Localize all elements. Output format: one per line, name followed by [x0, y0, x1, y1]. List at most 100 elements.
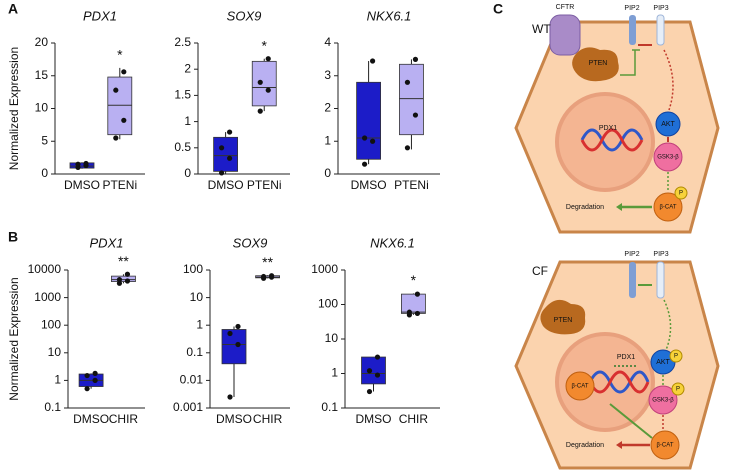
label: PIP3	[653, 251, 668, 258]
label: GSK3-β	[657, 155, 679, 161]
dna	[588, 370, 650, 394]
chart-title: NKX6.1	[370, 235, 415, 250]
x-tick-label: CHIR	[399, 412, 429, 426]
y-tick-label: 0.1	[186, 345, 203, 359]
y-tick-label: 2	[324, 101, 331, 115]
x-tick-label: DMSO	[73, 412, 109, 426]
x-tick-label: DMSO	[216, 412, 252, 426]
point	[124, 271, 131, 277]
pip2	[629, 262, 636, 298]
label: AKT	[656, 359, 670, 366]
y-tick-label: 4	[324, 35, 331, 49]
x-tick-label: CHIR	[109, 412, 139, 426]
nucleus	[555, 92, 655, 192]
dna	[580, 128, 644, 152]
y-tick-label: 0	[184, 166, 191, 180]
label: β-CAT	[659, 205, 676, 211]
chart-title: PDX1	[83, 8, 117, 23]
x-tick-label: PTENi	[247, 178, 282, 192]
point	[374, 372, 381, 378]
chart-title: PDX1	[90, 235, 124, 250]
annotation: **	[262, 254, 273, 270]
phospho	[674, 186, 688, 200]
box	[111, 275, 136, 282]
label: P	[679, 191, 683, 197]
y-tick-label: 3	[324, 68, 331, 82]
y-axis-label: Normalized Expression	[7, 47, 21, 170]
x-tick-label: PTENi	[394, 178, 429, 192]
box	[213, 136, 239, 172]
y-tick-label: 1.5	[174, 88, 191, 102]
x-tick-label: DMSO	[64, 178, 100, 192]
y-tick-label: 1	[184, 114, 191, 128]
point	[227, 394, 233, 400]
point	[113, 87, 119, 93]
dna	[588, 370, 650, 394]
x-tick-label: PTENi	[102, 178, 137, 192]
arrow	[663, 49, 674, 111]
label: AKT	[661, 121, 675, 128]
y-tick-label: 10000	[28, 262, 62, 276]
y-tick-label: 1000	[34, 290, 61, 304]
point	[406, 309, 412, 315]
y-tick-label: 1	[324, 133, 331, 147]
point	[113, 135, 119, 141]
label: GSK3-β	[652, 398, 674, 404]
wt-diagram: WT CFTR PIP2 PIP3 PTEN AKT GSK3-β β-CAT …	[514, 4, 720, 234]
point	[366, 388, 373, 395]
box	[361, 356, 386, 385]
annotation: *	[262, 37, 268, 53]
y-tick-label: 2	[184, 61, 191, 75]
panel-label: C	[493, 1, 503, 17]
label: β-CAT	[571, 384, 588, 390]
y-tick-label: 100	[318, 297, 338, 311]
y-tick-label: 0.1	[44, 400, 61, 414]
point	[84, 386, 90, 392]
arrow	[609, 403, 653, 439]
point	[362, 161, 368, 167]
y-tick-label: 0.5	[174, 140, 191, 154]
point	[412, 56, 419, 62]
point	[261, 273, 267, 280]
point	[265, 87, 271, 93]
y-tick-label: 10	[325, 331, 339, 345]
y-tick-label: 1000	[311, 262, 338, 276]
label: Degradation	[566, 204, 604, 211]
point	[219, 170, 225, 176]
y-tick-label: 15	[35, 68, 49, 82]
gsk3b	[648, 385, 678, 415]
box	[400, 293, 426, 314]
chart-title: SOX9	[233, 235, 268, 250]
akt	[655, 111, 681, 137]
annotation: *	[411, 272, 417, 288]
y-axis-label: Normalized Expression	[7, 277, 21, 400]
label: Degradation	[566, 442, 604, 449]
point	[374, 354, 381, 360]
cftr	[549, 14, 581, 56]
y-tick-label: 10	[190, 290, 204, 304]
point	[84, 372, 90, 379]
bcat	[653, 192, 683, 222]
box	[221, 329, 247, 365]
y-tick-label: 0.1	[321, 400, 338, 414]
point	[124, 278, 131, 284]
label: PDX1	[617, 354, 635, 361]
y-tick-label: 1	[54, 373, 61, 387]
label: PTEN	[589, 60, 608, 67]
label: PIP3	[653, 5, 668, 12]
label: PDX1	[599, 125, 617, 132]
point	[75, 161, 81, 167]
label: P	[674, 354, 678, 360]
point	[92, 377, 98, 383]
y-tick-label: 5	[41, 133, 48, 147]
point	[227, 129, 233, 135]
x-tick-label: DMSO	[208, 178, 244, 192]
y-tick-label: 0	[324, 166, 331, 180]
dna	[580, 128, 644, 152]
label: PIP2	[624, 251, 639, 258]
point	[219, 145, 225, 151]
panel-label: B	[8, 229, 18, 245]
point	[227, 330, 233, 337]
point	[92, 370, 98, 376]
